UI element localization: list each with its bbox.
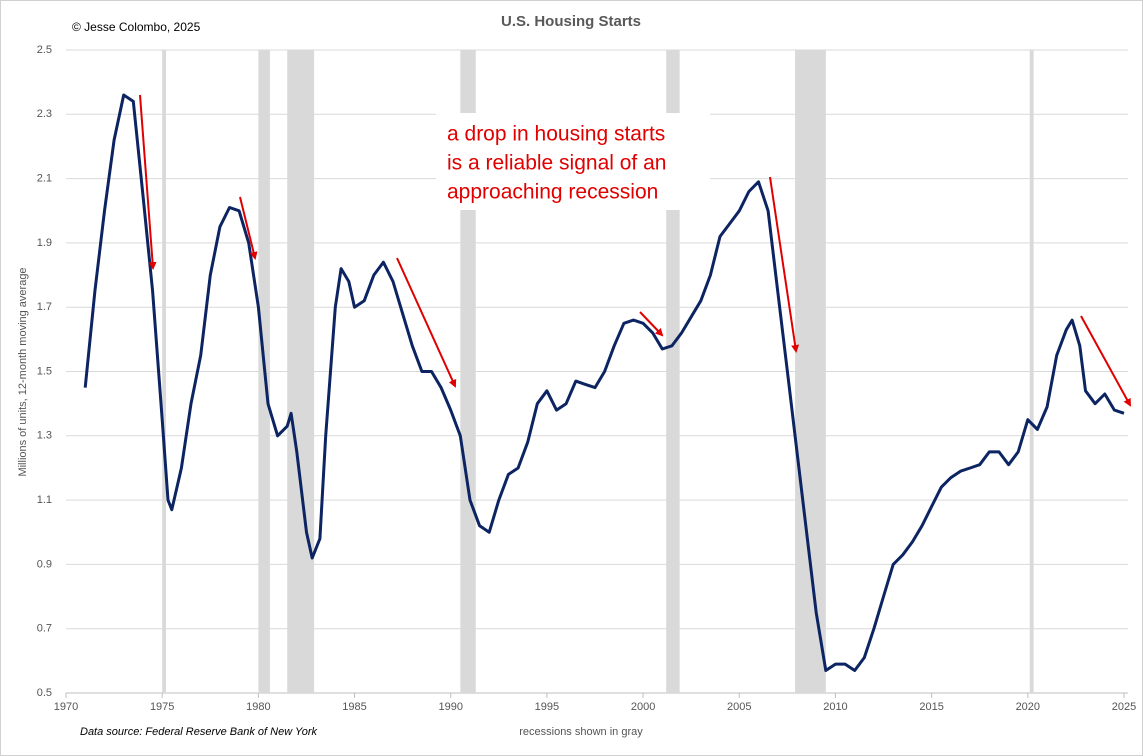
y-tick-label: 1.3: [37, 430, 52, 442]
x-tick-label: 1990: [438, 701, 462, 713]
plot: [83, 93, 1125, 672]
annotation: approaching recession: [447, 181, 658, 204]
credit: © Jesse Colombo, 2025: [72, 20, 201, 34]
arrow: [769, 176, 800, 353]
chart-title: U.S. Housing Starts: [501, 13, 641, 30]
recession-band: [287, 50, 315, 693]
y-tick-label: 0.7: [37, 623, 52, 635]
recession-band: [666, 50, 680, 693]
y-axis-label: Millions of units, 12-month moving avera…: [17, 267, 29, 476]
y-tick-label: 1.7: [37, 301, 52, 313]
x-tick-label: 2015: [919, 701, 943, 713]
arrow: [639, 311, 664, 337]
y-tick-label: 1.1: [37, 494, 52, 506]
x-tick-label: 1975: [150, 701, 174, 713]
x-tick-label: 1980: [246, 701, 270, 713]
recession-band: [162, 50, 167, 693]
arrows: [139, 94, 1131, 407]
x-tick-label: 1985: [342, 701, 366, 713]
arrow: [139, 94, 157, 270]
note: recessions shown in gray: [519, 726, 643, 738]
y-tick-label: 2.1: [37, 173, 52, 185]
y-tick-label: 0.9: [37, 558, 52, 570]
x-tick-label: 2010: [823, 701, 847, 713]
arrow: [239, 196, 258, 260]
recessions: [162, 50, 1034, 693]
y-tick-label: 1.9: [37, 237, 52, 249]
y-tick-label: 2.5: [37, 44, 52, 56]
arrow: [396, 257, 457, 388]
annotation: a drop in housing starts: [447, 123, 665, 146]
recession-band: [460, 50, 476, 693]
y-tick-label: 1.5: [37, 365, 52, 377]
y-tick-label: 0.5: [37, 687, 52, 699]
annotation-box: [436, 113, 710, 210]
recession-band: [1029, 50, 1034, 693]
arrow: [1080, 315, 1131, 407]
annotation: is a reliable signal of an: [447, 152, 666, 175]
x-tick-label: 2020: [1016, 701, 1040, 713]
x-tick-label: 2000: [631, 701, 655, 713]
recession-band: [795, 50, 826, 693]
x-tick-label: 1970: [54, 701, 78, 713]
x-tick-label: 2025: [1112, 701, 1136, 713]
line-series: [83, 93, 1125, 672]
source: Data source: Federal Reserve Bank of New…: [80, 726, 318, 738]
x-tick-label: 1995: [535, 701, 559, 713]
y-tick-label: 2.3: [37, 108, 52, 120]
x-tick-label: 2005: [727, 701, 751, 713]
